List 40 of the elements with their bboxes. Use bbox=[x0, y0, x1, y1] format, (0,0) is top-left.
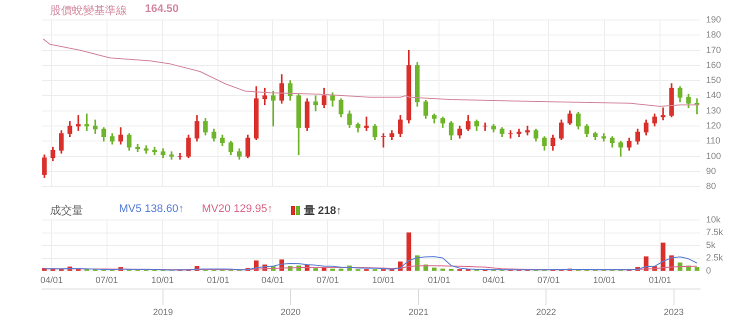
x-tick-label: 01/01 bbox=[206, 274, 230, 285]
y-tick-label: 80 bbox=[706, 181, 716, 192]
x-tick-label: 04/01 bbox=[261, 274, 284, 285]
x-tick-label: 04/01 bbox=[482, 274, 505, 285]
text: MV20 129.95↑ bbox=[202, 203, 273, 217]
x-tick-label: 01/01 bbox=[648, 274, 672, 285]
x-tick-label: 07/01 bbox=[96, 274, 118, 285]
y-tick-label: 110 bbox=[706, 136, 720, 146]
x2-tick-label: 2020 bbox=[280, 306, 301, 317]
x2-tick-label: 2023 bbox=[664, 306, 684, 317]
legend-label: 量 218↑ bbox=[304, 204, 342, 218]
y-tick-label: 140 bbox=[706, 90, 722, 100]
y-tick-label: 10k bbox=[706, 214, 722, 224]
x-tick-label: 10/01 bbox=[593, 274, 616, 285]
text: MV5 138.60↑ bbox=[119, 203, 184, 217]
y-tick-label: 5k bbox=[706, 240, 716, 250]
y-tick-label: 180 bbox=[706, 30, 722, 40]
y-tick-label: 130 bbox=[706, 105, 722, 116]
x2-tick-label: 2022 bbox=[536, 306, 556, 317]
y-tick-label: 90 bbox=[706, 166, 716, 176]
text: 股價蛻變基準線 bbox=[50, 4, 127, 18]
x-tick-label: 01/01 bbox=[428, 274, 450, 285]
x-tick-label: 07/01 bbox=[537, 274, 560, 285]
y-tick-label: 2.5k bbox=[706, 252, 724, 263]
y-tick-label: 150 bbox=[706, 75, 722, 86]
x-tick-label: 07/01 bbox=[316, 274, 339, 285]
x2-tick-label: 2021 bbox=[408, 306, 429, 317]
chart-title: 成交量 bbox=[50, 204, 83, 218]
y-tick-label: 160 bbox=[706, 60, 722, 70]
x-tick-label: 10/01 bbox=[151, 274, 174, 285]
y-tick-label: 190 bbox=[706, 14, 722, 24]
text: 164.50 bbox=[145, 3, 179, 17]
y-tick-label: 100 bbox=[706, 150, 722, 161]
x-tick-label: 10/01 bbox=[372, 274, 395, 285]
y-tick-label: 120 bbox=[706, 120, 722, 131]
x-tick-label: 04/01 bbox=[40, 274, 63, 285]
y-tick-label: 0 bbox=[706, 265, 712, 276]
y-tick-label: 7.5k bbox=[706, 227, 724, 238]
x2-tick-label: 2019 bbox=[152, 306, 173, 317]
y-tick-label: 170 bbox=[706, 44, 722, 55]
